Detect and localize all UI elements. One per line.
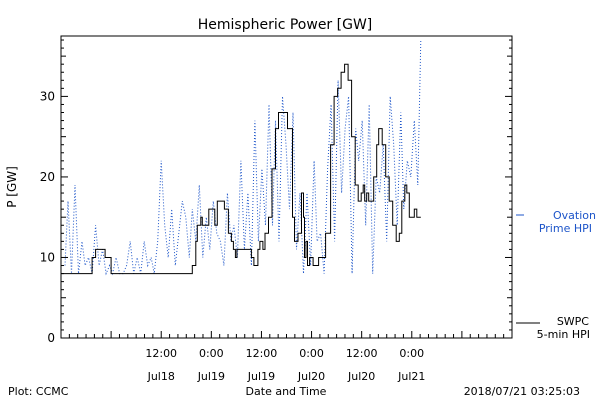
x-tick-date-label: Jul20 [347, 370, 375, 383]
legend-swpc-label-line2: 5-min HPI [537, 328, 590, 341]
x-tick-time-label: 0:00 [399, 347, 424, 360]
footer-timestamp: 2018/07/21 03:25:03 [464, 385, 580, 398]
chart-title: Hemispheric Power [GW] [198, 17, 373, 33]
y-tick-label: 20 [40, 170, 55, 184]
plot-border [60, 35, 513, 339]
x-tick-time-label: 0:00 [299, 347, 324, 360]
legend-swpc-label-line1: SWPC [557, 315, 589, 328]
x-tick-date-label: Jul18 [147, 370, 175, 383]
x-axis-label: Date and Time [246, 385, 327, 398]
plot-frame [60, 35, 513, 339]
x-tick-time-label: 0:00 [199, 347, 224, 360]
y-tick-label: 30 [40, 89, 55, 103]
y-axis-label: P [GW] [5, 166, 19, 208]
legend-ovation-label-line1: Ovation [553, 209, 596, 222]
y-tick-label: 0 [47, 331, 55, 345]
legend: Ovation Prime HPI SWPC 5-min HPI [516, 209, 596, 341]
footer-plot-credit: Plot: CCMC [8, 385, 69, 398]
x-tick-date-label: Jul19 [247, 370, 275, 383]
x-tick-time-label: 12:00 [246, 347, 278, 360]
x-axis-ticks: 12:00 Jul18 0:00 Jul19 12:00 Jul19 0:00 Jul20 12… [60, 331, 505, 383]
x-tick-date-label: Jul20 [297, 370, 325, 383]
x-tick-date-label: Jul21 [397, 370, 425, 383]
legend-ovation-label-line2: Prime HPI [539, 222, 592, 235]
x-tick-time-label: 12:00 [145, 347, 177, 360]
series-line [64, 39, 422, 276]
series-line [61, 63, 421, 275]
y-axis-ticks: 0 10 20 30 [40, 39, 512, 345]
swpc-series [61, 63, 421, 275]
y-tick-label: 10 [40, 250, 55, 264]
ovation-prime-series [64, 39, 422, 276]
x-tick-time-label: 12:00 [346, 347, 378, 360]
x-tick-date-label: Jul19 [197, 370, 225, 383]
